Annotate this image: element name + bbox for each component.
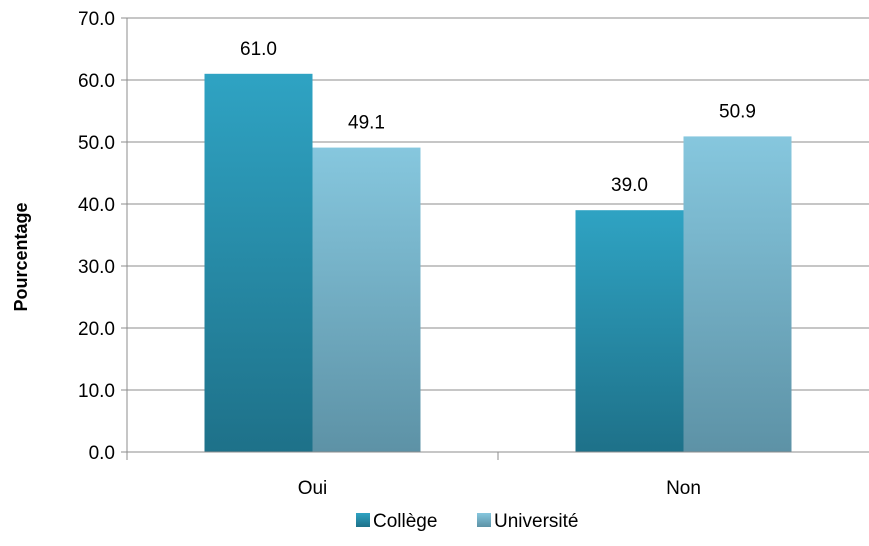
y-tick-label: 40.0	[78, 195, 115, 216]
legend: Collège Université	[356, 511, 578, 532]
data-label: 49.1	[348, 113, 385, 134]
y-tick-label: 30.0	[78, 257, 115, 278]
y-tick-label: 10.0	[78, 381, 115, 402]
x-axis: Oui Non	[126, 18, 869, 499]
y-tick-label: 60.0	[78, 71, 115, 92]
y-tick-label: 20.0	[78, 319, 115, 340]
x-tick-label: Non	[666, 478, 701, 499]
bar-collge-non	[575, 210, 684, 452]
data-label: 50.9	[719, 101, 756, 122]
bar-universit-non	[683, 136, 792, 453]
y-axis-label: Pourcentage	[11, 202, 31, 311]
data-label: 39.0	[611, 175, 648, 196]
legend-label: Université	[494, 511, 578, 532]
data-label: 61.0	[240, 39, 277, 60]
legend-swatch	[477, 513, 491, 527]
legend-swatch	[356, 513, 370, 527]
y-axis-ticks: 0.0 10.0 20.0 30.0 40.0 50.0 60.0 70.0	[78, 9, 115, 464]
y-tick-label: 0.0	[89, 443, 115, 464]
y-tick-label: 50.0	[78, 133, 115, 154]
bars	[204, 73, 792, 453]
x-tick-label: Oui	[298, 478, 328, 499]
legend-label: Collège	[373, 511, 437, 532]
bar-universit-oui	[312, 147, 421, 452]
data-labels: 61.0 49.1 39.0 50.9	[240, 39, 756, 196]
y-tick-label: 70.0	[78, 9, 115, 30]
bar-collge-oui	[204, 73, 313, 453]
